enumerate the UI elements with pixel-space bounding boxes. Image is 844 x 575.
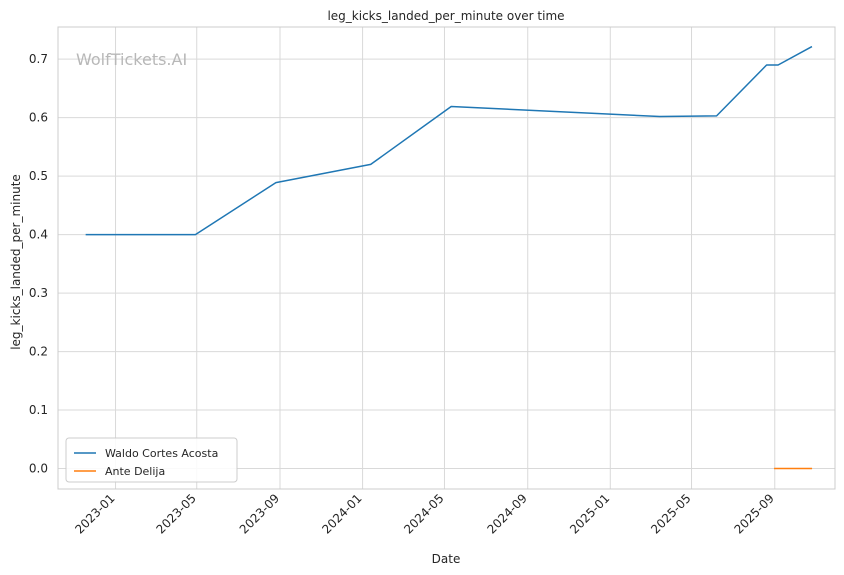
legend-box <box>65 437 238 483</box>
plot-frame <box>57 26 836 490</box>
legend-label: Waldo Cortes Acosta <box>105 447 218 460</box>
y-tick-label: 0.4 <box>29 228 48 242</box>
legend-items: Waldo Cortes Acosta Ante Delija <box>74 447 218 478</box>
y-tick-label: 0.1 <box>29 403 48 417</box>
watermark: WolfTickets.AI <box>76 50 187 69</box>
y-axis-title: leg_kicks_landed_per_minute <box>9 174 23 350</box>
chart-title: leg_kicks_landed_per_minute over time <box>327 9 564 23</box>
y-tick-label: 0.7 <box>29 52 48 66</box>
legend: Waldo Cortes Acosta Ante Delija <box>65 437 238 483</box>
x-axis-title: Date <box>432 552 461 566</box>
y-axis-ticks: 0.0 0.1 0.2 0.3 0.4 0.5 0.6 0.7 <box>29 52 48 475</box>
y-tick-label: 0.3 <box>29 286 48 300</box>
legend-label: Ante Delija <box>105 465 165 478</box>
grid <box>58 27 835 489</box>
y-tick-label: 0.0 <box>29 462 48 476</box>
series-line-0 <box>85 45 813 236</box>
y-tick-label: 0.6 <box>29 111 48 125</box>
y-tick-label: 0.5 <box>29 169 48 183</box>
y-tick-label: 0.2 <box>29 345 48 359</box>
series-lines <box>85 45 813 470</box>
